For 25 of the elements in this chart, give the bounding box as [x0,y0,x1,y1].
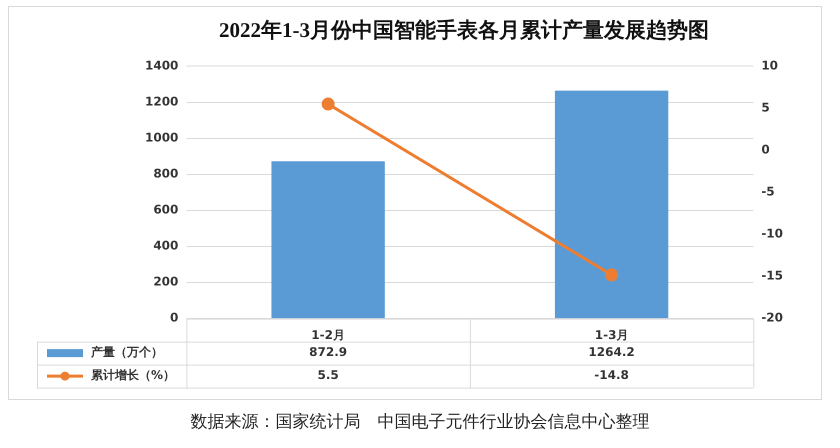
y-tick-label: 1400 [144,58,178,72]
data-label: -14.8 [594,368,629,382]
y2-tick-label: 5 [761,100,770,114]
y2-tick-label: -20 [761,310,784,325]
y-tick-label: 1200 [144,94,178,108]
data-label: 1264.2 [588,345,635,360]
chart-title: 2022年1-3月份中国智能手表各月累计产量发展趋势图 [219,18,709,42]
y-tick-label: 0 [170,310,178,325]
legend-label: 产量（万个） [90,345,163,360]
y2-tick-label: -10 [761,226,784,241]
y-tick-label: 800 [153,166,178,180]
data-label: 5.5 [317,368,339,382]
data-label: 872.9 [309,345,348,360]
y-tick-label: 400 [153,238,178,253]
y2-tick-label: 0 [761,142,770,156]
legend-label: 累计增长（%） [90,368,176,382]
y-tick-label: 600 [153,202,178,217]
y2-tick-label: -5 [761,184,775,199]
source-note: 数据来源：国家统计局 中国电子元件行业协会信息中心整理 [190,411,650,433]
y-tick-label: 200 [153,274,178,289]
x-tick-label: 1-2月 [311,328,345,342]
y-tick-label: 1000 [144,130,178,144]
y2-tick-label: -15 [761,268,784,283]
y2-tick-label: 10 [761,58,778,72]
x-tick-label: 1-3月 [594,328,628,342]
